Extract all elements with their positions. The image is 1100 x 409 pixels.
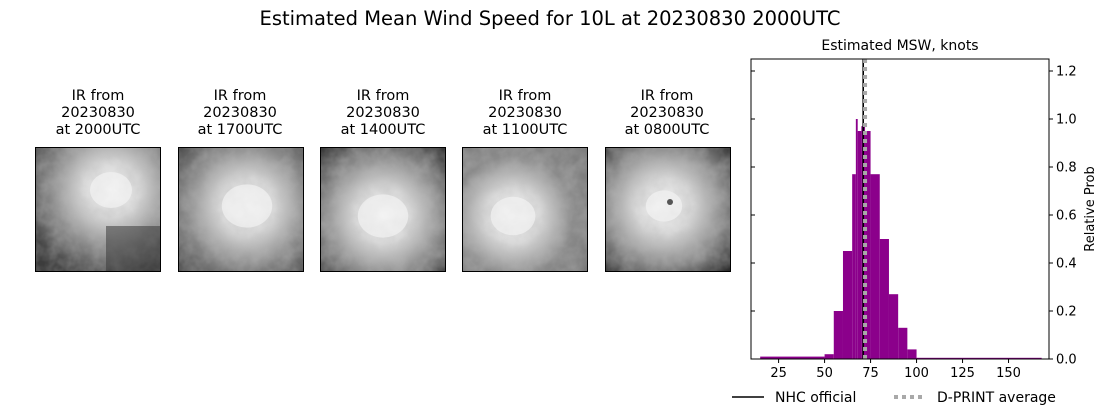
panel-title: IR from 20230830 at 2000UTC xyxy=(23,88,173,144)
ir-panel-4: IR from 20230830 at 1100UTC xyxy=(450,88,600,272)
panel-title-line: IR from xyxy=(213,88,267,104)
y-tick-label: 0.6 xyxy=(1056,209,1077,224)
histogram-bar xyxy=(857,131,862,359)
histogram-bar xyxy=(916,357,1042,359)
y-tick-label: 1.0 xyxy=(1056,113,1077,128)
legend-label-nhc: NHC official xyxy=(775,390,856,406)
histogram-bar xyxy=(888,294,899,359)
y-axis: 0.0 0.2 0.4 0.6 0.8 1.0 1.2 xyxy=(751,65,1077,368)
ir-panel-2: IR from 20230830 at 1700UTC xyxy=(165,88,315,272)
panel-title-time: at 1100UTC xyxy=(482,122,568,138)
x-tick-label: 100 xyxy=(904,366,929,381)
panel-title-time: at 1700UTC xyxy=(197,122,283,138)
figure-title: Estimated Mean Wind Speed for 10L at 202… xyxy=(259,7,841,30)
legend: NHC official D-PRINT average xyxy=(732,390,1056,406)
x-tick-label: 50 xyxy=(816,366,833,381)
panel-title-date: 20230830 xyxy=(488,105,562,121)
panel-title-date: 20230830 xyxy=(203,105,277,121)
panel-title-date: 20230830 xyxy=(346,105,420,121)
panel-title-time: at 2000UTC xyxy=(55,122,141,138)
y-tick-label: 0.2 xyxy=(1056,305,1077,320)
ir-satellite-image xyxy=(605,147,731,272)
panel-title-time: at 1400UTC xyxy=(340,122,426,138)
y-tick-label: 0.8 xyxy=(1056,161,1077,176)
ir-satellite-image xyxy=(320,147,446,272)
y-tick-label: 1.2 xyxy=(1056,65,1077,80)
panel-title-date: 20230830 xyxy=(61,105,135,121)
ir-panel-3: IR from 20230830 at 1400UTC xyxy=(308,88,458,272)
histogram-bar xyxy=(833,311,843,359)
histogram-bar xyxy=(898,327,908,359)
histogram-bar xyxy=(842,251,853,359)
y-tick-label: 0.4 xyxy=(1056,257,1077,272)
ir-satellite-image xyxy=(35,147,161,272)
reference-lines xyxy=(862,59,868,359)
panel-title-line: IR from xyxy=(498,88,552,104)
histogram-bar xyxy=(852,174,856,359)
panel-title-line: IR from xyxy=(71,88,125,104)
x-tick-label: 75 xyxy=(862,366,879,381)
histogram-bar xyxy=(870,174,880,359)
plot-frame xyxy=(750,58,1050,360)
histogram-bars xyxy=(760,119,1042,359)
x-axis: 25 50 75 100 125 150 xyxy=(770,359,1021,381)
panel-title-time: at 0800UTC xyxy=(624,122,710,138)
x-tick-label: 125 xyxy=(950,366,975,381)
histogram-bar xyxy=(879,239,889,359)
histogram-bar xyxy=(855,119,858,359)
panel-title: IR from 20230830 at 1400UTC xyxy=(308,88,458,144)
histogram-bar xyxy=(760,356,825,359)
y-tick-label: 0.0 xyxy=(1056,353,1077,368)
legend-label-dprint: D-PRINT average xyxy=(937,390,1056,406)
panel-title: IR from 20230830 at 1700UTC xyxy=(165,88,315,144)
ir-panel-1: IR from 20230830 at 2000UTC xyxy=(23,88,173,272)
panel-title-line: IR from xyxy=(640,88,694,104)
panel-title: IR from 20230830 at 0800UTC xyxy=(592,88,742,144)
ir-satellite-image xyxy=(462,147,588,272)
histogram-bar xyxy=(907,349,917,359)
histogram-bar xyxy=(824,354,834,359)
chart-title: Estimated MSW, knots xyxy=(821,38,978,54)
ir-panel-5: IR from 20230830 at 0800UTC xyxy=(592,88,742,272)
x-tick-label: 150 xyxy=(996,366,1021,381)
panel-title-date: 20230830 xyxy=(630,105,704,121)
ir-satellite-image xyxy=(178,147,304,272)
x-tick-label: 25 xyxy=(770,366,787,381)
panel-title: IR from 20230830 at 1100UTC xyxy=(450,88,600,144)
panel-title-line: IR from xyxy=(356,88,410,104)
histogram-bar xyxy=(865,131,871,359)
y-axis-label: Relative Prob xyxy=(1083,166,1098,251)
